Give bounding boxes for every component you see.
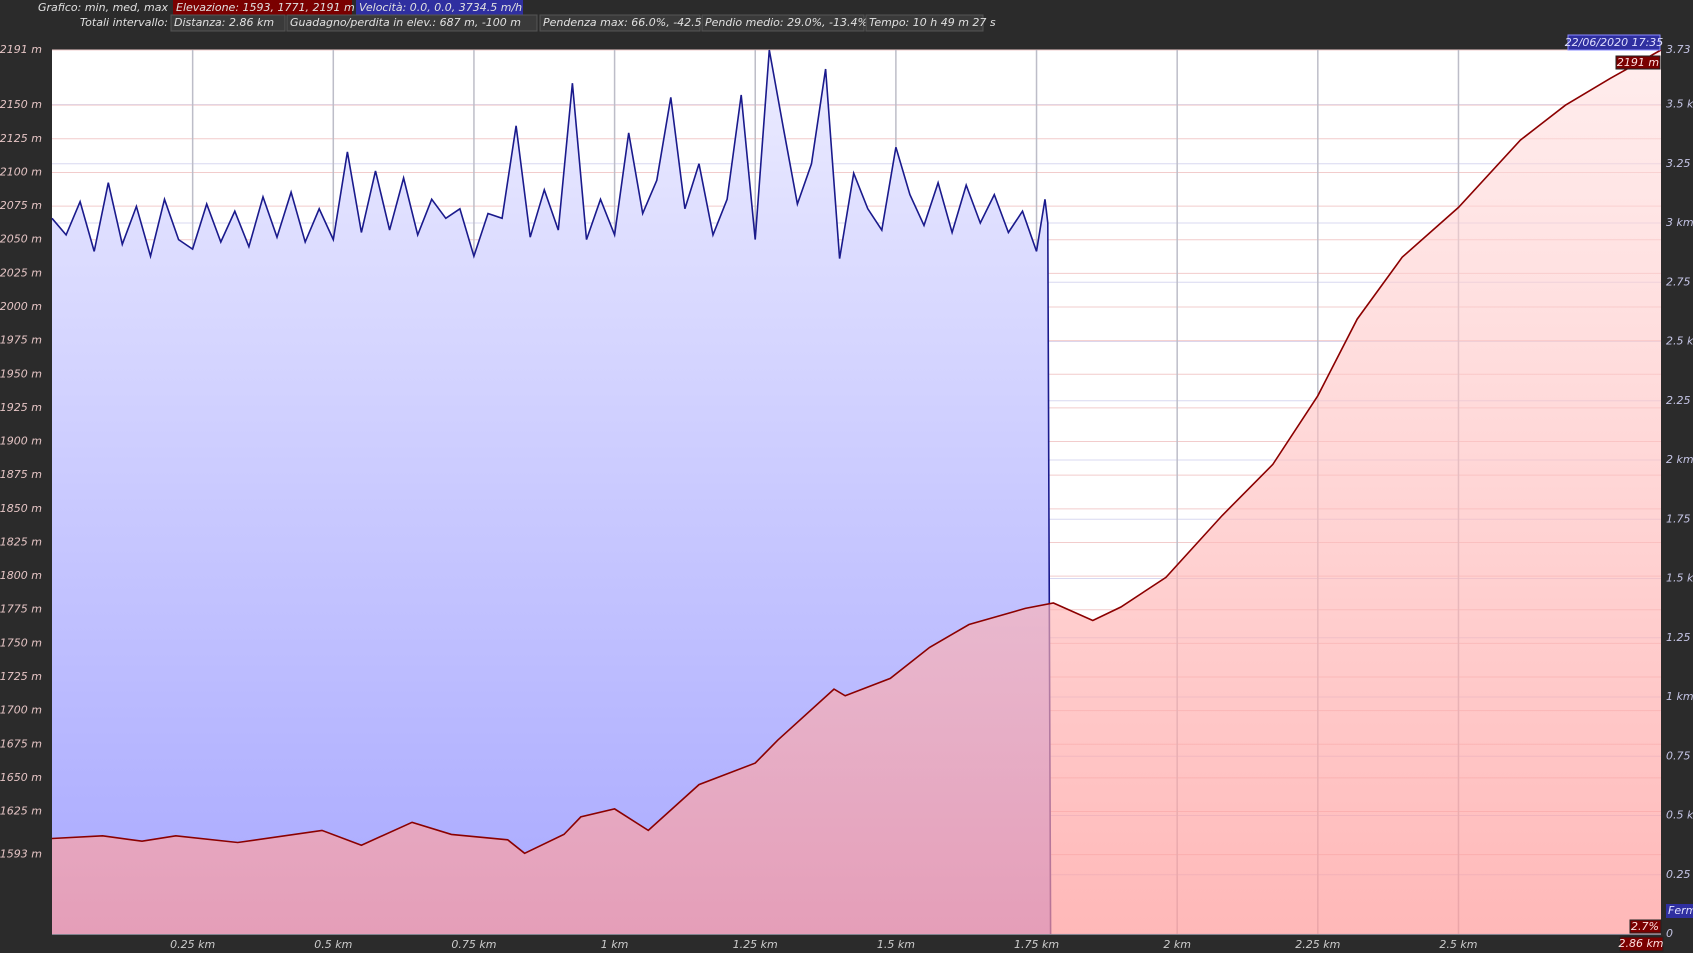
y-tick-label: 2050 m xyxy=(0,233,42,246)
line xyxy=(51,49,1052,935)
x-tick-label: 1.75 km xyxy=(1014,938,1059,951)
stat-box xyxy=(170,14,286,32)
stop-box xyxy=(1666,904,1693,918)
y-tick-label: 1750 m xyxy=(0,636,42,649)
y-tick-label: 1825 m xyxy=(0,535,42,548)
area xyxy=(52,50,1051,934)
y-tick-label: 1900 m xyxy=(0,435,42,448)
y2-tick-label: 3.73 km/h xyxy=(1666,43,1693,56)
dist-box xyxy=(1619,936,1664,952)
speed-box xyxy=(356,0,523,15)
x-tick-label: 2 km xyxy=(1163,938,1191,951)
x-tick-label: 0.5 km xyxy=(314,938,352,951)
x-tick-label: 1.25 km xyxy=(733,938,778,951)
x-tick-label: 0.75 km xyxy=(451,938,496,951)
x-tick-label: 2.5 km xyxy=(1439,938,1477,951)
y-tick-label: 1625 m xyxy=(0,805,42,818)
y-tick-label: 1925 m xyxy=(0,401,42,414)
y2-tick-label: 0.75 km/h xyxy=(1666,749,1693,762)
date-box xyxy=(1567,34,1661,51)
y-tick-label: 2191 m xyxy=(0,43,42,56)
y-tick-label: 1725 m xyxy=(0,670,42,683)
y-tick-label: 1875 m xyxy=(0,468,42,481)
stop-label: Ferm xyxy=(1668,904,1693,917)
time-stat: Tempo: 10 h 49 m 27 s xyxy=(869,16,996,29)
stat-box xyxy=(286,14,538,32)
slope-avg-stat: Pendio medio: 29.0%, -13.4% xyxy=(705,16,868,29)
elev-max-label: 2191 m xyxy=(1617,56,1659,69)
stat-box xyxy=(701,14,865,32)
x-tick-label: 2.25 km xyxy=(1295,938,1340,951)
y-tick-label: 2125 m xyxy=(0,132,42,145)
y2-tick-label: 1.25 km/h xyxy=(1666,631,1693,644)
y2-tick-label: 3.25 km/h xyxy=(1666,157,1693,170)
distance-stat: Distanza: 2.86 km xyxy=(174,16,274,29)
y-tick-label: 1975 m xyxy=(0,334,42,347)
y-tick-label: 2075 m xyxy=(0,199,42,212)
y2-tick-label: 0 xyxy=(1666,927,1673,940)
y2-tick-label: 1 km/h xyxy=(1666,690,1693,703)
y2-tick-label: 2.5 km/h xyxy=(1666,335,1693,348)
y-tick-label: 1775 m xyxy=(0,603,42,616)
y-tick-label: 1950 m xyxy=(0,367,42,380)
x-tick-label: 1 km xyxy=(601,938,629,951)
y-tick-label: 2100 m xyxy=(0,165,42,178)
stat-box xyxy=(539,14,701,32)
x-tick-label: 0.25 km xyxy=(170,938,215,951)
area xyxy=(52,50,1661,934)
y-tick-label: 2000 m xyxy=(0,300,42,313)
elev-max-box xyxy=(1615,55,1661,70)
y2-tick-label: 2 km/h xyxy=(1666,453,1693,466)
speed-stats: Velocità: 0.0, 0.0, 3734.5 m/h xyxy=(359,1,522,14)
header-label: Grafico: min, med, max xyxy=(38,1,169,14)
x-tick-label: 1.5 km xyxy=(877,938,915,951)
line xyxy=(51,49,1662,855)
elevation-box xyxy=(173,0,352,15)
slope-label: 2.7% xyxy=(1631,920,1659,933)
y2-tick-label: 0.25 km/h xyxy=(1666,868,1693,881)
y2-tick-label: 1.5 km/h xyxy=(1666,572,1693,585)
y2-tick-label: 0.5 km/h xyxy=(1666,809,1693,822)
y2-tick-label: 1.75 km/h xyxy=(1666,512,1693,525)
y-tick-label: 1700 m xyxy=(0,704,42,717)
y-tick-label: 1675 m xyxy=(0,737,42,750)
date-label: 22/06/2020 17:35 xyxy=(1565,36,1664,49)
y2-tick-label: 3.5 km/h xyxy=(1666,98,1693,111)
y-tick-label: 2025 m xyxy=(0,266,42,279)
y-tick-label: 1800 m xyxy=(0,569,42,582)
y-tick-label: 1850 m xyxy=(0,502,42,515)
y2-tick-label: 2.25 km/h xyxy=(1666,394,1693,407)
y-tick-label: 1650 m xyxy=(0,771,42,784)
y-tick-label: 1593 m xyxy=(0,848,42,861)
dist-label: 2.86 km xyxy=(1618,937,1663,950)
slope-box xyxy=(1629,919,1662,934)
y2-tick-label: 3 km/h xyxy=(1666,216,1693,229)
slope-max-stat: Pendenza max: 66.0%, -42.5% xyxy=(543,16,712,29)
elevation-stats: Elevazione: 1593, 1771, 2191 m xyxy=(176,1,355,14)
gain-stat: Guadagno/perdita in elev.: 687 m, -100 m xyxy=(290,16,521,29)
stat-box xyxy=(865,14,984,32)
y-tick-label: 2150 m xyxy=(0,98,42,111)
y2-tick-label: 2.75 km/h xyxy=(1666,275,1693,288)
header-label: Totali intervallo: xyxy=(80,16,168,29)
